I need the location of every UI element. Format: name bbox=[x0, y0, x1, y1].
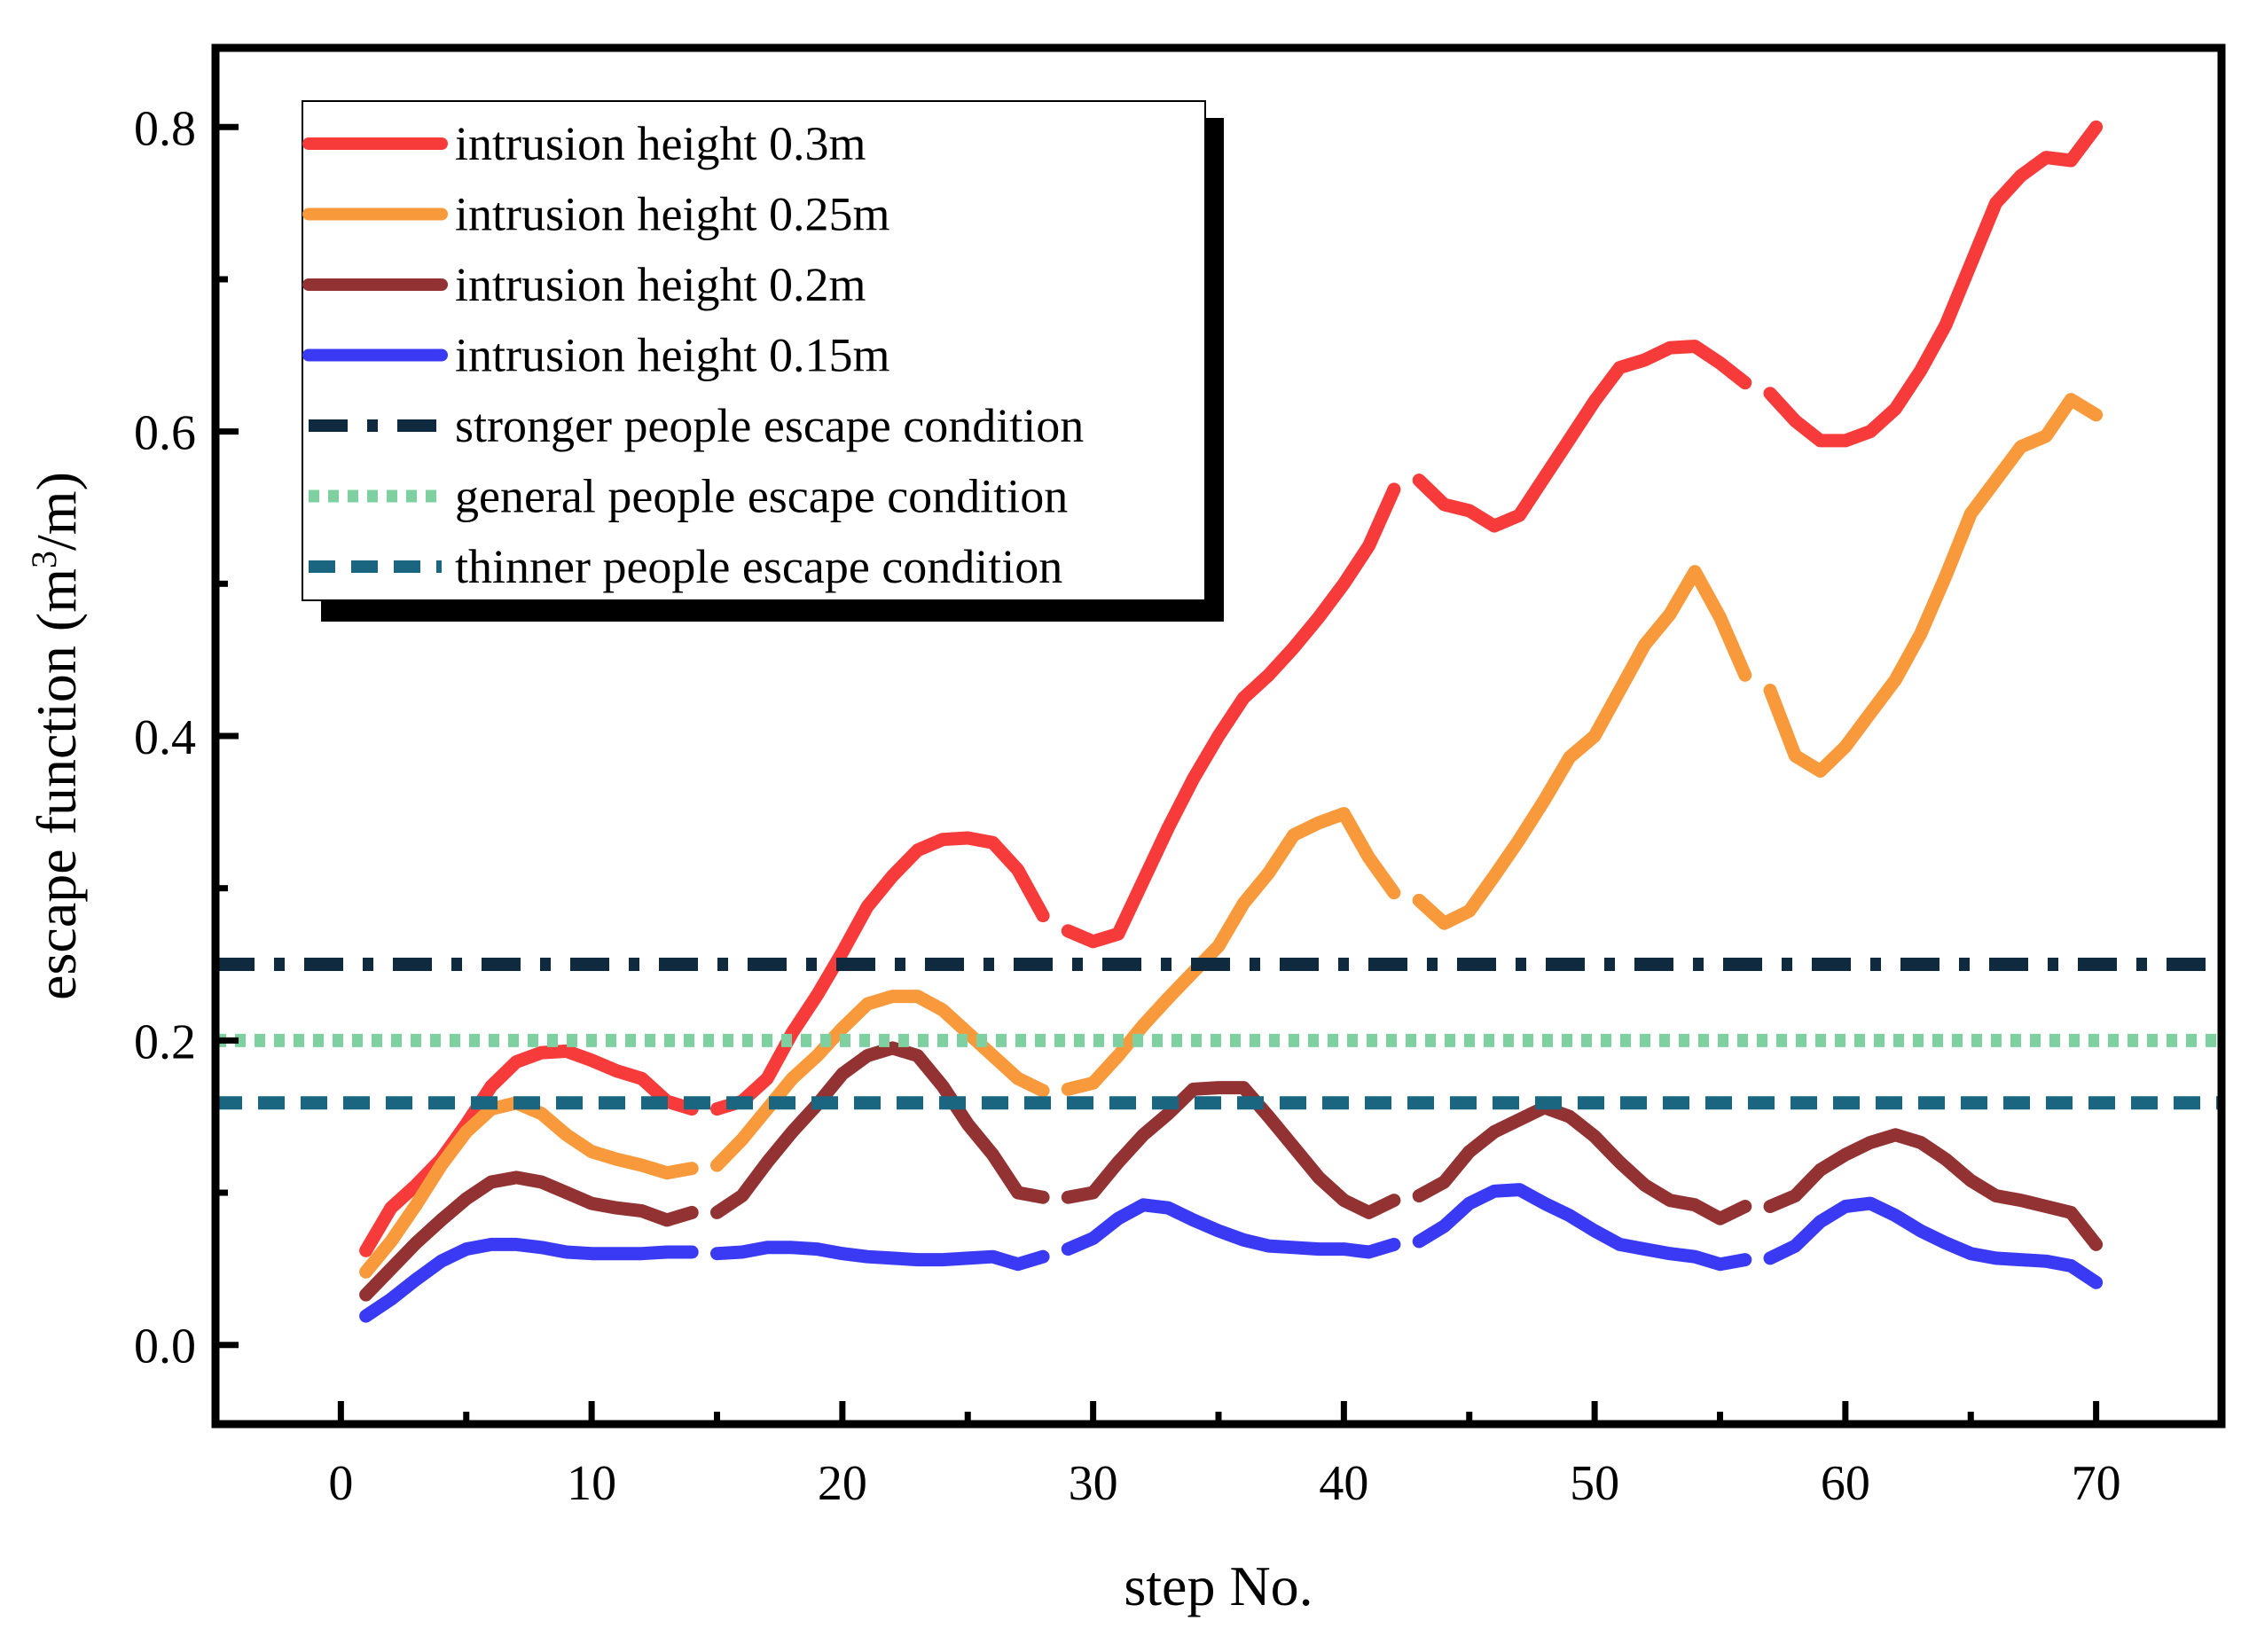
x-tick-label: 70 bbox=[2072, 1456, 2121, 1511]
series-4-segment-2 bbox=[710, 1241, 1050, 1272]
series-1-segment-2 bbox=[710, 831, 1050, 1116]
series-3-segment-2 bbox=[710, 1041, 1050, 1219]
series-2-segment-4 bbox=[1412, 565, 1752, 930]
x-tick-label: 0 bbox=[328, 1456, 353, 1511]
x-axis-title: step No. bbox=[1124, 1554, 1313, 1617]
series-3-segment-5 bbox=[1763, 1128, 2104, 1251]
series-1-segment-4 bbox=[1412, 340, 1752, 533]
x-tick-label: 50 bbox=[1570, 1456, 1619, 1511]
legend-label-4: intrusion height 0.15m bbox=[455, 329, 889, 382]
x-tick-label: 60 bbox=[1821, 1456, 1870, 1511]
y-tick-label: 0.0 bbox=[134, 1319, 196, 1374]
series-1-segment-5 bbox=[1763, 120, 2104, 448]
legend-label-6: general people escape condition bbox=[455, 470, 1068, 523]
series-3-segment-4 bbox=[1412, 1100, 1752, 1225]
series-layer bbox=[215, 120, 2222, 1323]
series-1-segment-3 bbox=[1061, 482, 1401, 949]
y-axis-title: escape function (m3/m) bbox=[24, 472, 88, 1000]
x-tick-label: 30 bbox=[1069, 1456, 1118, 1511]
series-1-segment-1 bbox=[359, 1044, 699, 1257]
axes-layer: 0 10 20 30 40 50 60 70 0.0 0.2 0.4 0.6 0.8 bbox=[134, 101, 2121, 1511]
x-tick-label: 40 bbox=[1319, 1456, 1368, 1511]
legend-label-5: stronger people escape condition bbox=[455, 399, 1084, 452]
series-4-segment-5 bbox=[1763, 1196, 2104, 1289]
series-4-segment-4 bbox=[1412, 1183, 1752, 1272]
y-axis-title-superscript: 3 bbox=[24, 551, 64, 568]
legend-box bbox=[302, 100, 1206, 601]
legend-items: intrusion height 0.3m intrusion height 0.… bbox=[302, 117, 1084, 593]
series-2-segment-3 bbox=[1061, 807, 1401, 1096]
y-axis-title-unit: /m) bbox=[25, 472, 88, 551]
y-axis-title-main: escape function (m bbox=[25, 568, 88, 1000]
y-tick-label: 0.4 bbox=[134, 710, 196, 765]
series-3-segment-3 bbox=[1061, 1081, 1401, 1219]
legend-label-7: thinner people escape condition bbox=[455, 540, 1062, 593]
legend-label-2: intrusion height 0.25m bbox=[455, 188, 889, 241]
legend-label-3: intrusion height 0.2m bbox=[455, 258, 866, 311]
y-tick-label: 0.2 bbox=[134, 1014, 196, 1069]
x-tick-label: 10 bbox=[567, 1456, 616, 1511]
legend: intrusion height 0.3m intrusion height 0.… bbox=[302, 100, 1224, 622]
y-tick-label: 0.8 bbox=[134, 101, 196, 156]
legend-label-1: intrusion height 0.3m bbox=[455, 117, 866, 170]
series-2-segment-5 bbox=[1763, 393, 2104, 778]
y-tick-label: 0.6 bbox=[134, 406, 196, 461]
series-3-segment-1 bbox=[359, 1170, 699, 1302]
series-4-segment-3 bbox=[1061, 1198, 1401, 1259]
series-4-segment-1 bbox=[359, 1237, 699, 1323]
x-tick-label: 20 bbox=[818, 1456, 867, 1511]
